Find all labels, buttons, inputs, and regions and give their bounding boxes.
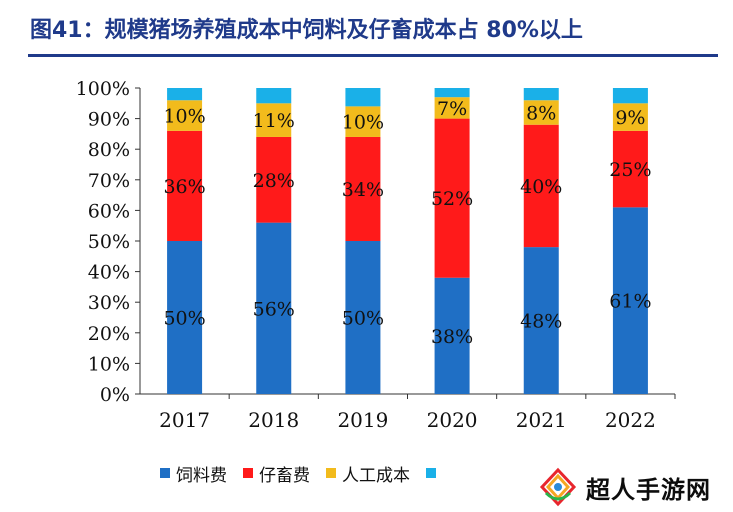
- data-label-labor-2019: 10%: [342, 112, 384, 134]
- data-label-piglet-2022: 25%: [609, 159, 651, 181]
- x-tick-label: 2017: [159, 408, 210, 432]
- legend-item-feed: 饲料费: [160, 461, 227, 486]
- y-tick-label: 50%: [88, 231, 130, 253]
- game-controller-logo-icon: [539, 467, 577, 507]
- data-label-labor-2020: 7%: [437, 98, 467, 120]
- chart-legend: 饲料费 仔畜费 人工成本: [160, 460, 442, 486]
- data-label-piglet-2019: 34%: [342, 179, 384, 201]
- y-tick-label: 80%: [88, 139, 130, 161]
- y-tick-label: 20%: [88, 323, 130, 345]
- bar-feed-2018: [256, 222, 292, 394]
- y-tick-label: 60%: [88, 200, 130, 222]
- data-label-labor-2017: 10%: [163, 106, 205, 128]
- x-tick-label: 2022: [605, 408, 656, 432]
- bar-other-2020: [434, 88, 470, 98]
- legend-item-other: [426, 468, 442, 478]
- bar-other-2018: [256, 88, 292, 104]
- data-label-piglet-2020: 52%: [431, 188, 473, 210]
- bar-labor-2019: [345, 106, 381, 137]
- bar-feed-2019: [345, 241, 381, 394]
- title-divider: [28, 54, 718, 57]
- data-label-feed-2021: 48%: [520, 311, 562, 333]
- data-label-feed-2018: 56%: [253, 298, 295, 320]
- data-label-feed-2022: 61%: [609, 291, 651, 313]
- legend-label-labor: 人工成本: [342, 465, 410, 486]
- bar-piglet-2017: [167, 130, 203, 241]
- legend-item-piglet: 仔畜费: [243, 461, 310, 486]
- y-tick-label: 10%: [88, 353, 130, 375]
- bar-feed-2020: [434, 277, 470, 394]
- legend-label-feed: 饲料费: [176, 465, 227, 486]
- data-label-feed-2019: 50%: [342, 308, 384, 330]
- bar-labor-2021: [523, 100, 559, 125]
- legend-label-piglet: 仔畜费: [259, 465, 310, 486]
- legend-swatch-feed: [160, 468, 170, 478]
- data-label-feed-2020: 38%: [431, 326, 473, 348]
- bar-other-2017: [167, 88, 203, 101]
- legend-swatch-other: [426, 468, 436, 478]
- bar-other-2021: [523, 88, 559, 101]
- bar-piglet-2021: [523, 124, 559, 248]
- bar-labor-2020: [434, 97, 470, 119]
- bar-other-2022: [612, 88, 648, 104]
- legend-swatch-labor: [326, 468, 336, 478]
- bar-piglet-2022: [612, 130, 648, 208]
- bar-piglet-2020: [434, 118, 470, 278]
- bar-feed-2022: [612, 207, 648, 394]
- x-tick-label: 2020: [427, 408, 478, 432]
- x-tick-label: 2021: [516, 408, 567, 432]
- x-tick-label: 2018: [248, 408, 299, 432]
- y-tick-label: 90%: [88, 109, 130, 131]
- y-tick-label: 40%: [88, 262, 130, 284]
- data-label-labor-2022: 9%: [615, 107, 645, 129]
- data-label-piglet-2021: 40%: [520, 176, 562, 198]
- chart-title: 图41：规模猪场养殖成本中饲料及仔畜成本占 80%以上: [30, 18, 583, 43]
- bar-feed-2021: [523, 247, 559, 394]
- bar-other-2019: [345, 88, 381, 107]
- legend-item-labor: 人工成本: [326, 461, 410, 486]
- watermark-text: 超人手游网: [586, 475, 711, 504]
- data-label-labor-2021: 8%: [526, 102, 556, 124]
- data-label-piglet-2018: 28%: [253, 170, 295, 192]
- y-tick-label: 70%: [88, 170, 130, 192]
- y-tick-label: 0%: [100, 384, 130, 406]
- y-tick-label: 100%: [76, 78, 130, 100]
- y-tick-label: 30%: [88, 292, 130, 314]
- bar-labor-2018: [256, 103, 292, 137]
- bar-piglet-2019: [345, 136, 381, 241]
- bar-feed-2017: [167, 241, 203, 394]
- bar-labor-2017: [167, 100, 203, 131]
- watermark: 超人手游网: [538, 465, 728, 509]
- bar-labor-2022: [612, 103, 648, 131]
- data-label-piglet-2017: 36%: [163, 176, 205, 198]
- data-label-labor-2018: 11%: [253, 110, 295, 132]
- legend-swatch-piglet: [243, 468, 253, 478]
- x-tick-label: 2019: [337, 408, 388, 432]
- data-label-feed-2017: 50%: [163, 308, 205, 330]
- bar-piglet-2018: [256, 136, 292, 223]
